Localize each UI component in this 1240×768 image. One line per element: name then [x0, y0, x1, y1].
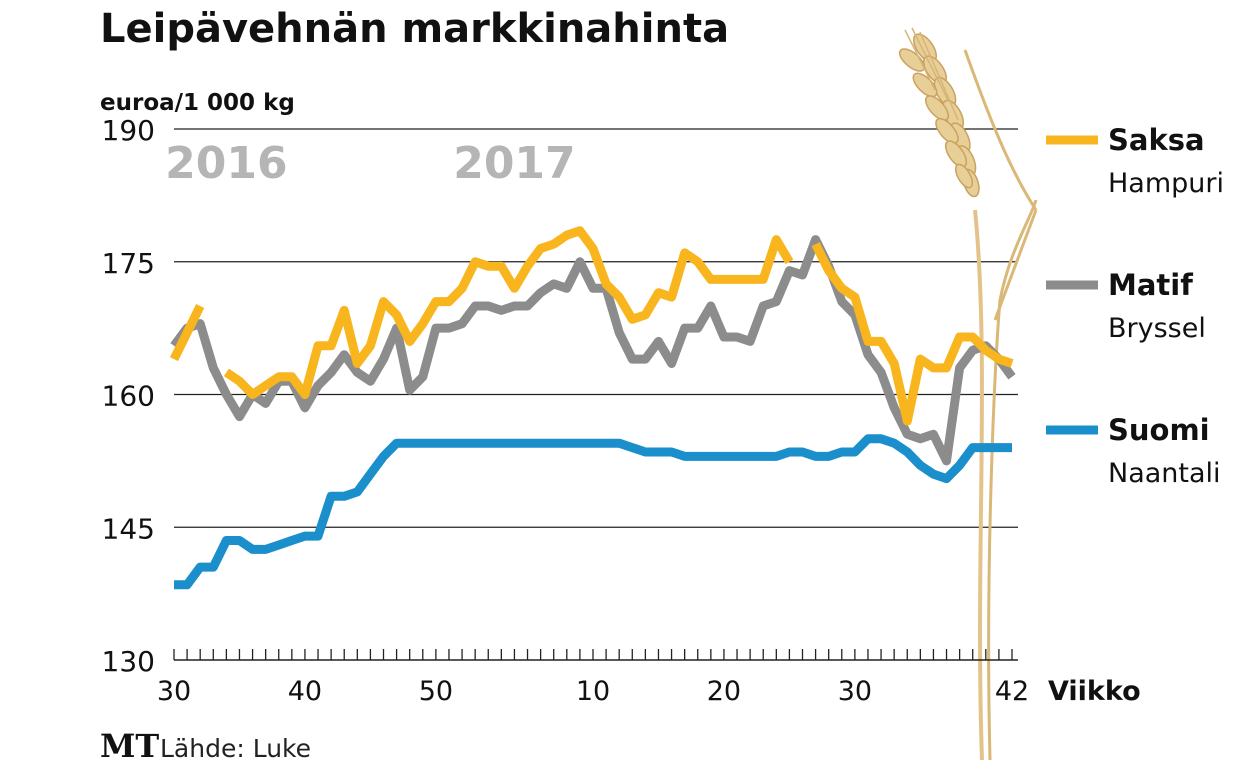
y-tick-label: 145	[102, 512, 155, 545]
series-line-matif	[170, 235, 1016, 466]
x-tick-label: 42	[995, 676, 1029, 707]
x-axis-label: Viikko	[1048, 676, 1141, 707]
legend-name-suomi: Suomi	[1108, 413, 1210, 447]
x-axis-ticks	[173, 649, 1013, 660]
gridlines	[174, 128, 1018, 528]
source-text: Lähde: Luke	[160, 734, 311, 763]
year-label: 2017	[453, 138, 575, 189]
x-tick-label: 10	[576, 676, 610, 707]
legend-name-saksa: Saksa	[1108, 123, 1205, 157]
legend-sub-saksa: Hampuri	[1108, 168, 1224, 199]
x-tick-label: 50	[419, 676, 453, 707]
chart-title: Leipävehnän markkinahinta	[100, 6, 729, 52]
x-tick-label: 30	[157, 676, 191, 707]
y-tick-label: 175	[102, 247, 155, 280]
x-tick-labels: 30 40 50 10 20 30 42	[157, 676, 1029, 707]
y-tick-label: 160	[102, 380, 155, 413]
y-axis-label: euroa/1 000 kg	[100, 90, 295, 116]
legend-sub-suomi: Naantali	[1108, 458, 1221, 489]
legend-sub-matif: Bryssel	[1108, 313, 1206, 344]
y-tick-label: 130	[102, 645, 155, 678]
series-lines	[169, 226, 1016, 590]
x-tick-label: 30	[838, 676, 872, 707]
year-label: 2016	[165, 138, 287, 189]
x-tick-label: 20	[707, 676, 741, 707]
year-labels: 2016 2017	[165, 138, 576, 189]
y-tick-labels: 130 145 160 175 190	[102, 114, 155, 678]
y-tick-label: 190	[102, 114, 155, 147]
series-line-suomi	[174, 434, 1012, 590]
legend: Saksa Hampuri Matif Bryssel Suomi Naantali	[1046, 123, 1224, 489]
brand-logo: MT	[100, 727, 159, 765]
x-tick-label: 40	[288, 676, 322, 707]
series-line-saksa	[169, 226, 1014, 426]
legend-name-matif: Matif	[1108, 268, 1193, 302]
